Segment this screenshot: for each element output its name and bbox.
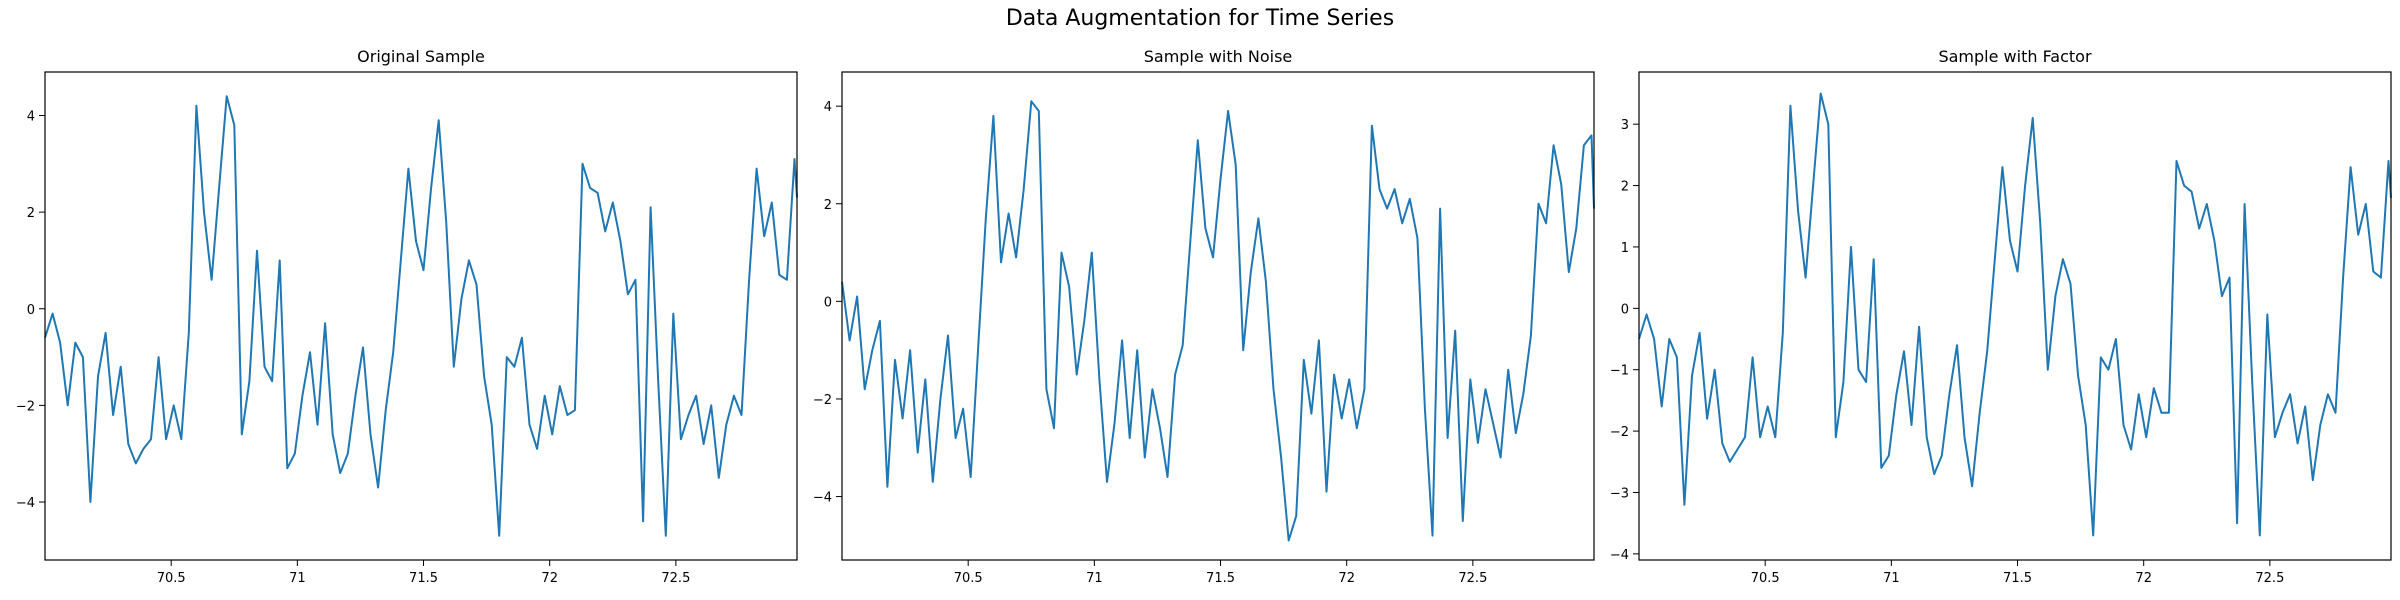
y-tick-label: 1	[1621, 241, 1629, 256]
series-line-3-1	[1638, 92, 2392, 537]
axes-frame-1	[44, 71, 798, 561]
y-tick-label: −4	[16, 496, 35, 511]
y-tick-label: −1	[1610, 364, 1629, 379]
y-tick-label: 0	[824, 295, 832, 310]
x-tick-label: 71.5	[1206, 571, 1235, 586]
y-tick-label: 4	[27, 109, 35, 124]
x-tick-label: 70.5	[157, 571, 186, 586]
x-tick-label: 70.5	[954, 571, 983, 586]
x-tick-label: 71.5	[409, 571, 438, 586]
y-tick-label: 3	[1621, 118, 1629, 133]
axes-frame-3	[1638, 71, 2392, 561]
chart-panel-1: Original Sample 70.5 71 71.5 72 72.5 −4 −2 0 2 4	[16, 47, 798, 586]
x-tick-label: 70.5	[1751, 571, 1780, 586]
chart-panel-2: Sample with Noise 70.5 71 71.5 72 72.5 −4 −2 0 2 4	[813, 47, 1595, 586]
x-tick-label: 72.5	[2255, 571, 2284, 586]
y-tick-label: 0	[1621, 302, 1629, 317]
y-tick-label: −2	[16, 399, 35, 414]
y-tick-label: 2	[27, 206, 35, 221]
x-tick-label: 71.5	[2003, 571, 2032, 586]
x-tick-label: 72.5	[661, 571, 690, 586]
chart-title-3: Sample with Factor	[1938, 47, 2092, 66]
series-line-2-1	[841, 100, 1595, 542]
y-tick-label: 0	[27, 303, 35, 318]
x-tick-label: 71	[289, 571, 306, 586]
chart-panel-3: Sample with Factor 70.5 71 71.5 72 72.5 −4 −3 −2…	[1610, 47, 2392, 586]
x-tick-label: 72	[1338, 571, 1355, 586]
x-tick-label: 72.5	[1458, 571, 1487, 586]
x-tick-label: 72	[2135, 571, 2152, 586]
y-tick-label: 2	[1621, 180, 1629, 195]
y-tick-label: −4	[1610, 548, 1629, 563]
figure-suptitle: Data Augmentation for Time Series	[1005, 6, 1395, 31]
axes-frame-2	[841, 71, 1595, 561]
chart-title-2: Sample with Noise	[1144, 47, 1293, 66]
x-tick-label: 71	[1086, 571, 1103, 586]
chart-title-1: Original Sample	[357, 47, 485, 66]
y-tick-label: −2	[813, 393, 832, 408]
y-tick-label: −3	[1610, 486, 1629, 501]
y-tick-label: −2	[1610, 425, 1629, 440]
y-tick-label: −4	[813, 491, 832, 506]
y-tick-label: 4	[824, 100, 832, 115]
x-tick-label: 72	[541, 571, 558, 586]
y-tick-label: 2	[824, 198, 832, 213]
x-tick-label: 71	[1883, 571, 1900, 586]
series-line-1-1	[44, 95, 798, 537]
